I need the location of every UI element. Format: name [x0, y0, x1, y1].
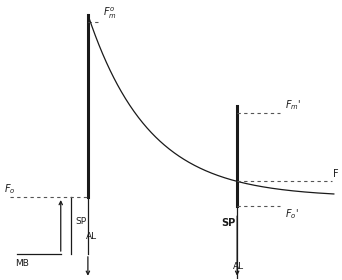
Text: AL: AL: [233, 262, 245, 271]
Text: $F_m$': $F_m$': [285, 98, 301, 112]
Text: $F_o$': $F_o$': [285, 207, 298, 221]
Text: AL: AL: [86, 232, 97, 241]
Text: $F_o$: $F_o$: [4, 182, 15, 196]
Text: SP: SP: [221, 218, 235, 228]
Text: $F_m^o$: $F_m^o$: [103, 5, 117, 21]
Text: F: F: [333, 169, 339, 179]
Text: SP: SP: [76, 217, 87, 226]
Text: MB: MB: [15, 259, 29, 268]
